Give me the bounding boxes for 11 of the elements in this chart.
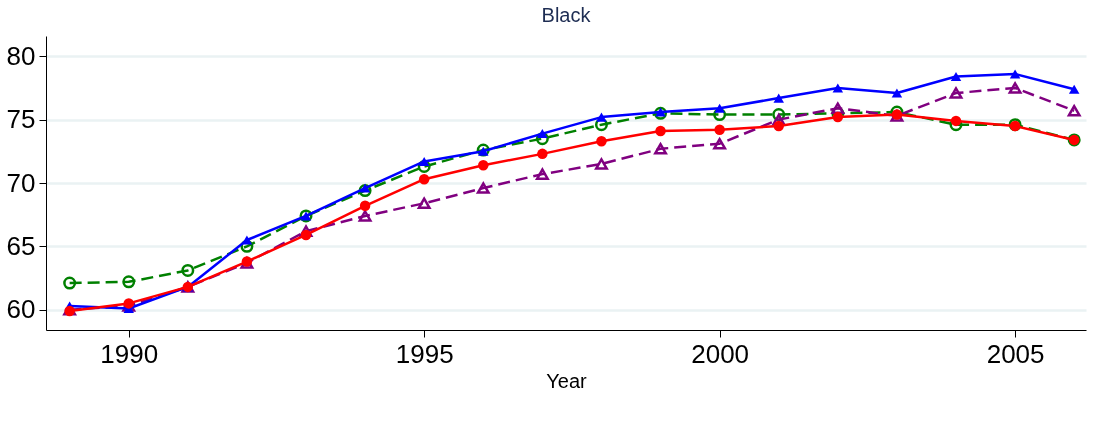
x-tick-label: 2000 — [691, 338, 750, 369]
x-tick-label: 2005 — [986, 338, 1045, 369]
y-tick-label: 75 — [6, 104, 36, 135]
y-tick-label: 80 — [6, 40, 36, 71]
y-tick-label: 65 — [6, 230, 36, 261]
y-tick-label: 70 — [6, 167, 36, 198]
y-tick-label: 60 — [6, 294, 36, 325]
x-tick-label: 1995 — [395, 338, 454, 369]
chart-title: Black — [541, 4, 592, 26]
x-axis-title: Year — [546, 369, 588, 392]
x-tick-label: 1990 — [100, 338, 159, 369]
